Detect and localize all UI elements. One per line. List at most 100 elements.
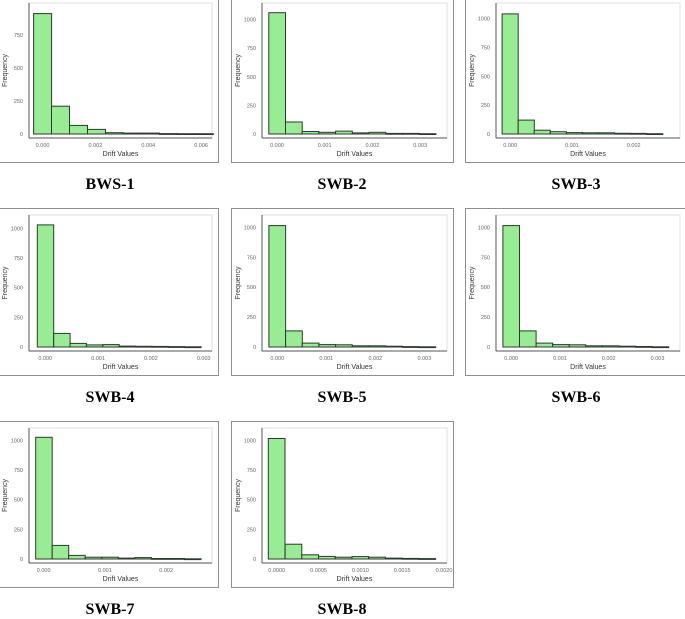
histogram-bar <box>167 558 185 560</box>
histogram-chart: 0 250 500 750 1000 0.000 0.001 0.002 0.003 Drift … <box>469 214 681 371</box>
y-axis-label: Frequency <box>2 53 9 87</box>
y-tick-label: 250 <box>247 103 256 109</box>
y-tick-label: 500 <box>14 286 23 292</box>
panel-caption: SWB-3 <box>551 176 601 193</box>
histogram-bar <box>585 345 603 348</box>
histogram-bar <box>418 133 437 135</box>
y-tick-label: 0 <box>487 132 490 138</box>
histogram-bar <box>351 345 370 348</box>
y-tick-label: 1000 <box>11 438 23 444</box>
y-tick-label: 750 <box>481 255 490 261</box>
x-tick-label: 0.001 <box>319 356 333 362</box>
histogram-bar <box>384 557 403 560</box>
histogram-bar <box>618 345 637 348</box>
histogram-bar <box>418 346 437 349</box>
y-tick-label: 0 <box>20 132 23 138</box>
x-tick-label: 0.0010 <box>352 568 369 574</box>
x-axis-label: Drift Values <box>337 151 373 158</box>
histogram-bar <box>385 132 404 135</box>
histogram-bars <box>36 224 202 349</box>
histogram-chart: 0 250 500 750 1000 0.000 0.001 0.002 0.003 Drift … <box>2 214 213 371</box>
histogram-bar <box>335 344 353 348</box>
histogram-bar <box>158 133 178 135</box>
y-tick-label: 750 <box>14 468 23 474</box>
panel-caption: SWB-8 <box>317 601 367 618</box>
histogram-bar <box>69 124 88 135</box>
histogram-bar <box>568 344 587 348</box>
x-tick-label: 0.001 <box>98 568 112 574</box>
histogram-bar <box>646 133 664 135</box>
panel-caption: SWB-4 <box>85 389 135 406</box>
y-tick-label: 250 <box>247 315 256 321</box>
histogram-bar <box>33 13 53 135</box>
histogram-bar <box>285 330 303 348</box>
histogram-panel-swb-2: 0 250 500 750 1000 0.000 0.001 0.002 0.003 Drift … <box>231 0 454 163</box>
histogram-bar <box>335 130 353 135</box>
x-tick-label: 0.002 <box>159 568 173 574</box>
panel-caption: SWB-2 <box>317 176 367 193</box>
y-tick-label: 500 <box>14 66 23 72</box>
histogram-bars <box>267 438 437 560</box>
x-tick-label: 0.001 <box>565 143 579 149</box>
histogram-bar <box>318 344 337 348</box>
x-axis-label: Drift Values <box>337 576 373 583</box>
y-tick-label: 250 <box>247 527 256 533</box>
y-tick-label: 1000 <box>478 225 490 231</box>
histogram-chart: 0 250 500 750 1000 0.000 0.001 0.002 0.003 Drift … <box>235 2 448 158</box>
x-tick-label: 0.0015 <box>394 568 411 574</box>
x-tick-label: 0.002 <box>366 143 380 149</box>
x-tick-label: 0.000 <box>38 356 52 362</box>
histogram-bar <box>36 224 55 348</box>
histogram-bar <box>351 556 370 560</box>
x-tick-label: 0.000 <box>504 356 518 362</box>
panel-caption: SWB-7 <box>85 601 135 618</box>
histogram-bar <box>318 555 336 560</box>
histogram-bar <box>535 342 554 348</box>
histogram-bar <box>501 13 519 135</box>
y-tick-label: 750 <box>247 255 256 261</box>
x-axis-label: Drift Values <box>103 151 139 158</box>
histogram-bar <box>135 345 153 348</box>
histogram-bar <box>519 330 537 348</box>
y-tick-label: 1000 <box>244 438 256 444</box>
x-tick-label: 0.003 <box>651 356 665 362</box>
y-tick-label: 500 <box>247 285 256 291</box>
histogram-bars <box>502 225 670 349</box>
x-axis-label: Drift Values <box>337 364 373 371</box>
histogram-panel-swb-6: 0 250 500 750 1000 0.000 0.001 0.002 0.003 Drift … <box>465 208 685 376</box>
histogram-bar <box>581 132 600 135</box>
histogram-bar <box>87 128 106 135</box>
x-axis-label: Drift Values <box>570 364 606 371</box>
histogram-panel-swb-4: 0 250 500 750 1000 0.000 0.001 0.002 0.003 Drift … <box>0 208 219 376</box>
histogram-bar <box>69 342 87 348</box>
y-tick-label: 750 <box>14 256 23 262</box>
histogram-panel-swb-3: 0 250 500 750 1000 0.000 0.001 0.002 Drift Value… <box>465 0 685 163</box>
y-tick-label: 750 <box>247 46 256 52</box>
histogram-bar <box>151 345 169 348</box>
histogram-bar <box>284 543 303 560</box>
histogram-bar <box>51 105 70 135</box>
y-tick-label: 1000 <box>244 18 256 24</box>
x-tick-label: 0.0020 <box>436 568 453 574</box>
histogram-panel-swb-7: 0 250 500 750 1000 0.000 0.001 0.002 Drift Value… <box>0 421 219 588</box>
histogram-chart: 0 250 500 750 1000 0.000 0.001 0.002 0.003 Drift … <box>235 214 448 371</box>
histogram-bar <box>601 345 620 348</box>
histogram-bar <box>565 132 584 135</box>
x-tick-label: 0.006 <box>194 143 208 149</box>
histogram-bar <box>635 346 653 348</box>
y-tick-label: 0 <box>487 345 490 351</box>
x-tick-label: 0.002 <box>89 143 103 149</box>
histogram-bar <box>51 544 70 560</box>
histogram-panel-swb-8: 0 250 500 750 1000 0.0000 0.0005 0.0010 0.0015 0.… <box>231 421 454 588</box>
histogram-chart: 0 250 500 750 1000 0.000 0.001 0.002 Drift Value… <box>2 427 213 583</box>
histogram-panel-bws-1: 0 250 500 750 0.000 0.002 0.004 0.006 Drift Valu… <box>0 0 219 163</box>
histogram-bar <box>630 132 648 135</box>
x-tick-label: 0.002 <box>602 356 616 362</box>
x-tick-label: 0.003 <box>197 356 211 362</box>
histogram-bar <box>104 132 124 135</box>
histogram-bar <box>102 344 120 348</box>
x-tick-label: 0.004 <box>141 143 155 149</box>
histogram-bar <box>84 556 103 560</box>
histogram-bar <box>150 558 169 560</box>
histogram-bar <box>598 132 616 135</box>
